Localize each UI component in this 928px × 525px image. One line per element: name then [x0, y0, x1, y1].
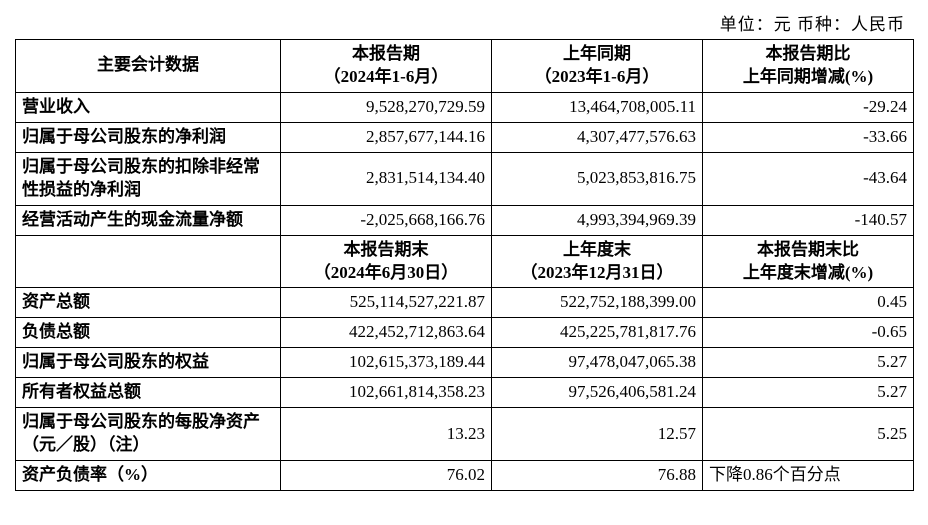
value-prior: 4,307,477,576.63: [492, 122, 703, 152]
header-end-change-pct: 本报告期末比上年度末增减(%): [703, 235, 914, 288]
row-label: 归属于母公司股东的扣除非经常性损益的净利润: [16, 152, 281, 205]
header-row-period: 主要会计数据本报告期（2024年1-6月）上年同期（2023年1-6月）本报告期…: [16, 40, 914, 93]
value-change: 5.27: [703, 348, 914, 378]
row-label: 归属于母公司股东的净利润: [16, 122, 281, 152]
table-row: 资产总额525,114,527,221.87522,752,188,399.00…: [16, 288, 914, 318]
value-current: 76.02: [281, 461, 492, 491]
value-prior: 4,993,394,969.39: [492, 205, 703, 235]
header-metric: 主要会计数据: [16, 40, 281, 93]
value-prior: 522,752,188,399.00: [492, 288, 703, 318]
value-prior: 12.57: [492, 408, 703, 461]
value-current: -2,025,668,166.76: [281, 205, 492, 235]
value-change: 0.45: [703, 288, 914, 318]
row-label: 经营活动产生的现金流量净额: [16, 205, 281, 235]
table-row: 归属于母公司股东的净利润2,857,677,144.164,307,477,57…: [16, 122, 914, 152]
row-label: 归属于母公司股东的权益: [16, 348, 281, 378]
table-row: 经营活动产生的现金流量净额-2,025,668,166.764,993,394,…: [16, 205, 914, 235]
table-row: 负债总额422,452,712,863.64425,225,781,817.76…: [16, 318, 914, 348]
value-prior: 76.88: [492, 461, 703, 491]
header-prior-period: 上年同期（2023年1-6月）: [492, 40, 703, 93]
table-row: 所有者权益总额102,661,814,358.2397,526,406,581.…: [16, 378, 914, 408]
row-label: 资产总额: [16, 288, 281, 318]
row-label: 归属于母公司股东的每股净资产（元／股）（注）: [16, 408, 281, 461]
value-change: 5.25: [703, 408, 914, 461]
row-label: 营业收入: [16, 92, 281, 122]
table-row: 归属于母公司股东的权益102,615,373,189.4497,478,047,…: [16, 348, 914, 378]
header-change-pct: 本报告期比上年同期增减(%): [703, 40, 914, 93]
financial-data-table: 主要会计数据本报告期（2024年1-6月）上年同期（2023年1-6月）本报告期…: [15, 39, 914, 491]
unit-currency-line: 单位：元 币种：人民币: [15, 10, 913, 35]
row-label: 资产负债率（%）: [16, 461, 281, 491]
value-current: 525,114,527,221.87: [281, 288, 492, 318]
table-row: 归属于母公司股东的扣除非经常性损益的净利润2,831,514,134.405,0…: [16, 152, 914, 205]
value-change: 5.27: [703, 378, 914, 408]
row-label: 所有者权益总额: [16, 378, 281, 408]
value-change: -33.66: [703, 122, 914, 152]
value-change: 下降0.86个百分点: [703, 461, 914, 491]
value-current: 422,452,712,863.64: [281, 318, 492, 348]
value-current: 2,831,514,134.40: [281, 152, 492, 205]
value-current: 9,528,270,729.59: [281, 92, 492, 122]
value-current: 102,615,373,189.44: [281, 348, 492, 378]
value-current: 2,857,677,144.16: [281, 122, 492, 152]
value-change: -43.64: [703, 152, 914, 205]
value-prior: 13,464,708,005.11: [492, 92, 703, 122]
value-change: -140.57: [703, 205, 914, 235]
header-row-balance: 本报告期末（2024年6月30日）上年度末（2023年12月31日）本报告期末比…: [16, 235, 914, 288]
header-current-end: 本报告期末（2024年6月30日）: [281, 235, 492, 288]
value-prior: 97,526,406,581.24: [492, 378, 703, 408]
table-row: 营业收入9,528,270,729.5913,464,708,005.11-29…: [16, 92, 914, 122]
table-row: 归属于母公司股东的每股净资产（元／股）（注）13.2312.575.25: [16, 408, 914, 461]
value-prior: 425,225,781,817.76: [492, 318, 703, 348]
header-blank: [16, 235, 281, 288]
table-row: 资产负债率（%）76.0276.88下降0.86个百分点: [16, 461, 914, 491]
header-prior-end: 上年度末（2023年12月31日）: [492, 235, 703, 288]
value-change: -29.24: [703, 92, 914, 122]
row-label: 负债总额: [16, 318, 281, 348]
value-change: -0.65: [703, 318, 914, 348]
header-current-period: 本报告期（2024年1-6月）: [281, 40, 492, 93]
value-current: 13.23: [281, 408, 492, 461]
value-current: 102,661,814,358.23: [281, 378, 492, 408]
value-prior: 97,478,047,065.38: [492, 348, 703, 378]
value-prior: 5,023,853,816.75: [492, 152, 703, 205]
